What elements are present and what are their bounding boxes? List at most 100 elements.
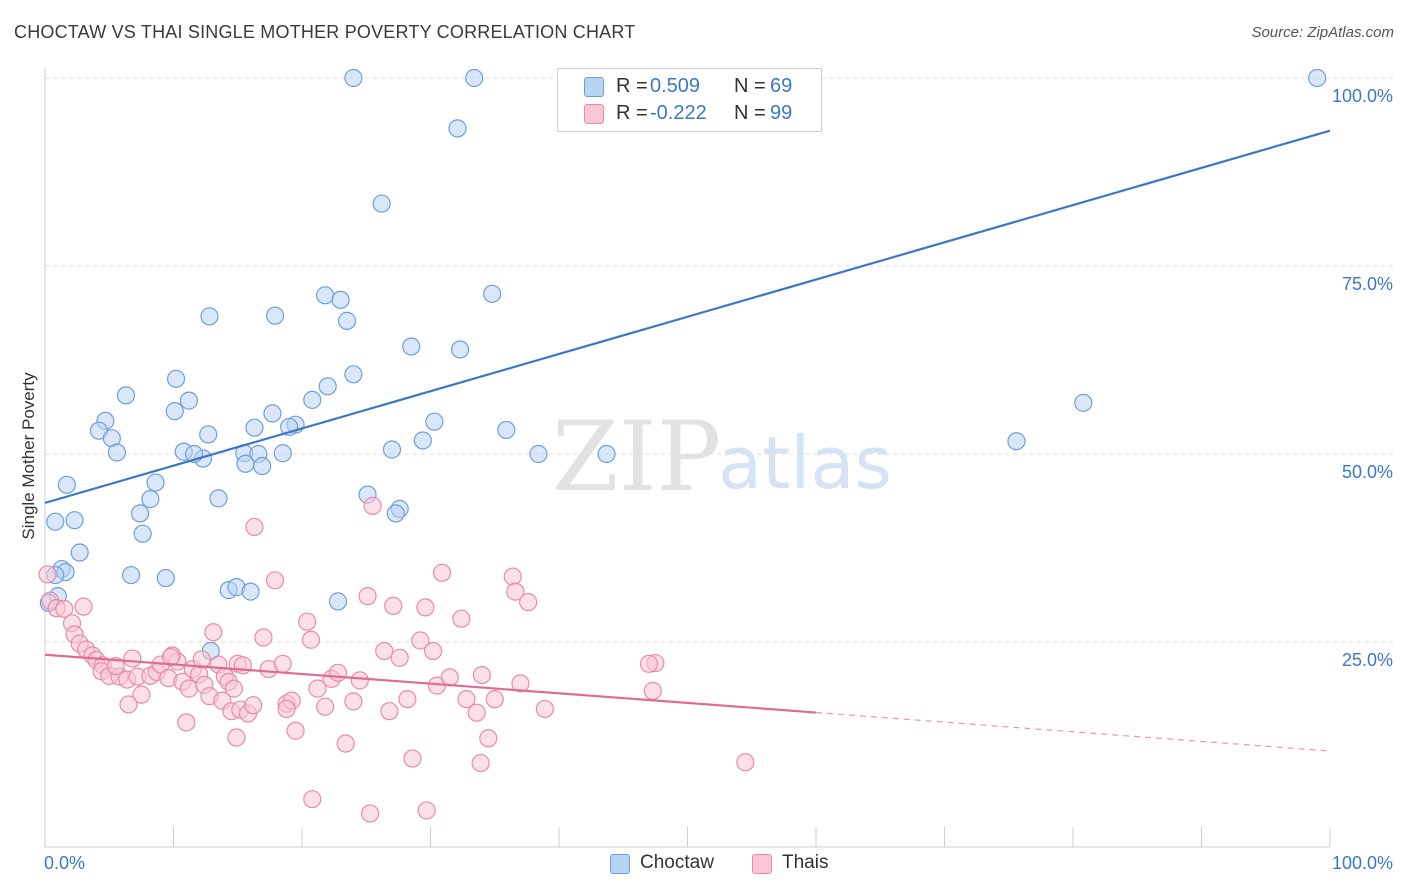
point-choctaw bbox=[65, 511, 84, 530]
point-thais bbox=[736, 753, 755, 772]
point-thais bbox=[344, 692, 363, 711]
point-thais bbox=[390, 648, 409, 667]
point-thais bbox=[350, 671, 369, 690]
point-thais bbox=[316, 697, 335, 716]
point-thais bbox=[132, 685, 151, 704]
legend-r-label: R = bbox=[616, 102, 648, 124]
point-choctaw bbox=[166, 369, 186, 388]
legend-swatch-choctaw bbox=[584, 77, 604, 97]
point-choctaw bbox=[425, 412, 444, 431]
point-thais bbox=[506, 582, 525, 601]
point-thais bbox=[38, 565, 57, 584]
tick-labels: 25.0% 50.0% 75.0% 100.0% 0.0% 100.0% bbox=[44, 86, 1393, 873]
axes bbox=[44, 68, 1331, 848]
y-tick-label: 75.0% bbox=[1342, 274, 1393, 294]
point-thais bbox=[265, 571, 285, 590]
point-thais bbox=[224, 679, 243, 698]
point-thais bbox=[452, 609, 471, 628]
point-choctaw bbox=[165, 402, 184, 421]
point-choctaw bbox=[448, 119, 467, 138]
y-tick-label: 25.0% bbox=[1342, 650, 1393, 670]
point-thais bbox=[485, 690, 504, 709]
point-thais bbox=[471, 753, 490, 773]
point-choctaw bbox=[465, 68, 484, 88]
watermark-atlas: atlas bbox=[718, 421, 892, 505]
point-choctaw bbox=[597, 444, 616, 464]
point-choctaw bbox=[1007, 432, 1026, 451]
point-choctaw bbox=[130, 504, 150, 523]
point-thais bbox=[308, 679, 327, 698]
point-choctaw bbox=[386, 504, 405, 523]
point-thais bbox=[440, 668, 459, 687]
data-points bbox=[38, 68, 1327, 823]
point-thais bbox=[519, 593, 538, 612]
point-thais bbox=[192, 650, 211, 669]
point-thais bbox=[467, 703, 486, 722]
point-thais bbox=[179, 679, 199, 698]
point-choctaw bbox=[318, 377, 337, 396]
point-choctaw bbox=[337, 311, 357, 330]
point-thais bbox=[411, 631, 430, 650]
point-thais bbox=[358, 587, 377, 606]
point-choctaw bbox=[529, 444, 548, 464]
point-choctaw bbox=[46, 512, 65, 531]
point-choctaw bbox=[303, 390, 322, 409]
legend-swatch-thais bbox=[584, 104, 604, 124]
point-thais bbox=[273, 654, 292, 673]
chart-title: CHOCTAW VS THAI SINGLE MOTHER POVERTY CO… bbox=[14, 22, 636, 42]
point-thais bbox=[398, 690, 417, 709]
point-choctaw bbox=[316, 286, 335, 305]
point-thais bbox=[361, 804, 380, 823]
point-thais bbox=[380, 702, 399, 721]
correlation-legend: R = 0.509 N = 69 R = -0.222 N = 99 bbox=[557, 68, 822, 132]
point-choctaw bbox=[121, 565, 141, 585]
point-thais bbox=[55, 599, 74, 619]
point-thais bbox=[639, 654, 659, 673]
point-choctaw bbox=[209, 489, 228, 508]
point-choctaw bbox=[273, 444, 292, 463]
point-choctaw bbox=[344, 365, 363, 384]
point-thais bbox=[403, 749, 422, 768]
bottom-legend-swatch-choctaw bbox=[610, 854, 630, 874]
y-axis-label: Single Mother Poverty bbox=[19, 372, 38, 540]
legend-r-label: R = bbox=[616, 75, 648, 97]
grid-lines bbox=[45, 77, 1393, 643]
point-thais bbox=[123, 649, 142, 668]
watermark-zip: ZIP bbox=[552, 401, 721, 513]
point-thais bbox=[375, 641, 394, 661]
point-thais bbox=[423, 641, 443, 661]
point-choctaw bbox=[344, 68, 363, 88]
point-thais bbox=[254, 628, 273, 647]
point-thais bbox=[472, 665, 491, 685]
x-tick-label: 100.0% bbox=[1332, 853, 1393, 873]
point-choctaw bbox=[253, 456, 272, 476]
point-thais bbox=[161, 647, 181, 667]
point-thais bbox=[303, 790, 322, 809]
point-thais bbox=[432, 563, 452, 582]
point-thais bbox=[336, 734, 355, 753]
point-thais bbox=[286, 721, 305, 740]
point-thais bbox=[227, 728, 246, 747]
point-thais bbox=[416, 598, 435, 617]
y-tick-label: 50.0% bbox=[1342, 462, 1393, 482]
x-tick-label: 0.0% bbox=[44, 853, 85, 873]
point-choctaw bbox=[497, 420, 516, 440]
legend-r-value: 0.509 bbox=[650, 75, 701, 97]
point-choctaw bbox=[331, 290, 350, 309]
point-choctaw bbox=[107, 443, 127, 462]
point-choctaw bbox=[116, 386, 136, 405]
point-choctaw bbox=[263, 404, 282, 423]
point-thais bbox=[233, 656, 252, 675]
point-choctaw bbox=[1074, 393, 1093, 412]
point-thais bbox=[457, 690, 476, 709]
legend-n-value: 69 bbox=[770, 75, 793, 97]
point-thais bbox=[298, 612, 317, 631]
legend-r-value: -0.222 bbox=[650, 102, 707, 124]
point-choctaw bbox=[245, 418, 264, 437]
point-choctaw bbox=[57, 475, 76, 494]
point-thais bbox=[301, 630, 321, 649]
legend-row-thais: R = -0.222 N = 99 bbox=[558, 102, 821, 128]
point-thais bbox=[245, 517, 264, 537]
bottom-legend-label-choctaw: Choctaw bbox=[640, 852, 714, 873]
